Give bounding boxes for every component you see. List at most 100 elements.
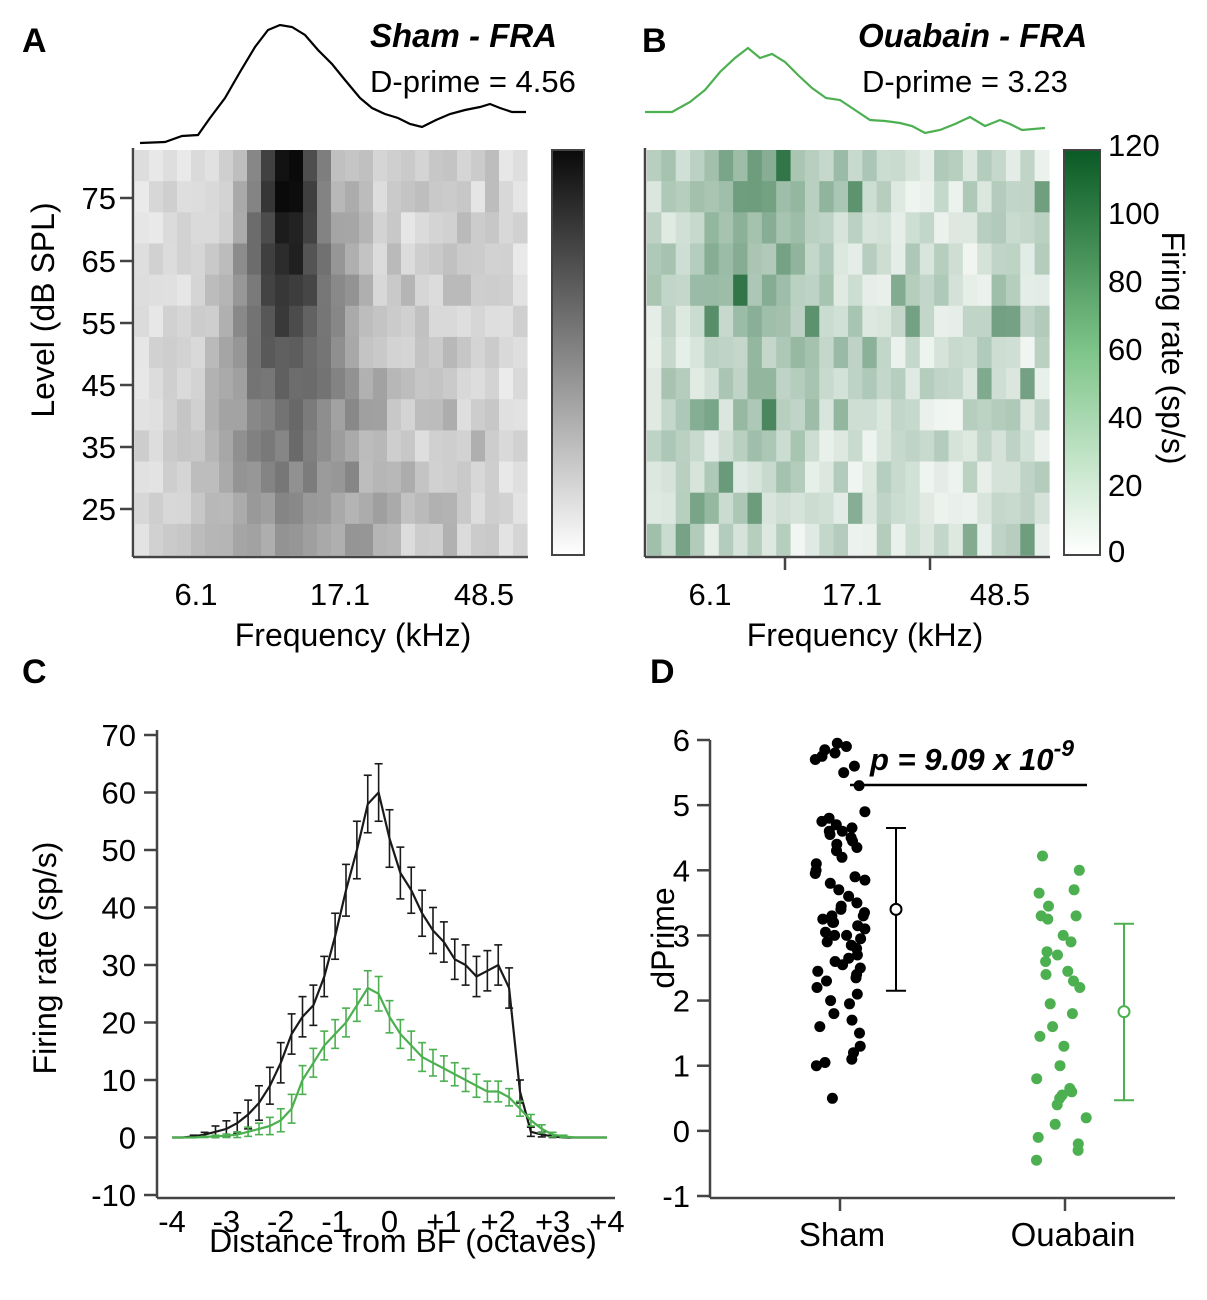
heatmap-cell <box>848 492 863 525</box>
heatmap-cell <box>891 274 907 307</box>
ouabain-tuning-curve <box>645 46 1046 135</box>
heatmap-cell <box>177 243 192 276</box>
data-point <box>831 737 843 749</box>
heatmap-cell <box>345 430 360 463</box>
heatmap-cell <box>205 430 220 463</box>
x-tick-label: -4 <box>158 1204 186 1239</box>
y-tick-label: 4 <box>673 853 690 888</box>
data-point <box>829 747 841 759</box>
heatmap-cell <box>443 243 458 276</box>
heatmap-cell <box>191 430 206 463</box>
heatmap-cell <box>135 461 150 494</box>
heatmap-cell <box>1034 181 1050 213</box>
heatmap-cell <box>819 181 835 213</box>
heatmap-cell <box>401 181 416 213</box>
data-point <box>817 913 829 925</box>
heatmap-cell <box>261 492 276 525</box>
heatmap-cell <box>331 212 346 245</box>
heatmap-cell <box>163 461 178 494</box>
heatmap-cell <box>747 150 763 182</box>
heatmap-cell <box>761 336 777 369</box>
heatmap-cell <box>704 150 720 182</box>
heatmap-cell <box>331 368 346 400</box>
heatmap-cell <box>718 274 734 307</box>
heatmap-cell <box>401 243 416 276</box>
heatmap-cell <box>331 305 346 338</box>
heatmap-cell <box>804 243 820 276</box>
heatmap-cell <box>948 150 964 182</box>
heatmap-cell <box>149 150 164 182</box>
heatmap-cell <box>429 461 444 494</box>
panel-label-b: B <box>642 22 667 60</box>
heatmap-cell <box>387 212 402 245</box>
heatmap-cell <box>761 274 777 307</box>
data-point <box>1033 887 1045 899</box>
x-tick-label: +2 <box>481 1204 516 1239</box>
heatmap-cell <box>219 150 234 182</box>
heatmap-cell <box>891 243 907 276</box>
heatmap-cell <box>934 492 950 525</box>
heatmap-cell <box>776 305 792 338</box>
data-point <box>859 874 871 886</box>
heatmap-cell <box>443 181 458 213</box>
heatmap-cell <box>401 461 416 494</box>
heatmap-cell <box>219 430 234 463</box>
heatmap-cell <box>905 150 921 182</box>
heatmap-cell <box>317 243 332 276</box>
heatmap-cell <box>761 399 777 431</box>
heatmap-cell <box>848 368 863 400</box>
data-point <box>826 1092 838 1104</box>
heatmap-cell <box>977 305 993 338</box>
data-point <box>1034 1030 1046 1042</box>
heatmap-cell <box>191 336 206 369</box>
heatmap-cell <box>704 274 720 307</box>
heatmap-cell <box>415 368 430 400</box>
heatmap-cell <box>804 150 820 182</box>
heatmap-cell <box>977 274 993 307</box>
heatmap-cell <box>415 461 430 494</box>
data-point <box>1051 1099 1063 1111</box>
heatmap-cell <box>331 399 346 431</box>
heatmap-cell <box>499 212 514 245</box>
heatmap-cell <box>962 430 978 463</box>
heatmap-cell <box>761 461 777 494</box>
heatmap-cell <box>718 212 734 245</box>
heatmap-cell <box>275 274 290 307</box>
heatmap-cell <box>833 150 849 182</box>
heatmap-cell <box>457 368 472 400</box>
heatmap-cell <box>149 181 164 213</box>
heatmap-cell <box>962 492 978 525</box>
heatmap-cell <box>747 368 763 400</box>
heatmap-cell <box>977 430 993 463</box>
heatmap-cell <box>833 430 849 463</box>
heatmap-cell <box>790 461 806 494</box>
heatmap-cell <box>261 274 276 307</box>
sham-tuning-curve <box>139 23 526 145</box>
heatmap-cell <box>704 430 720 463</box>
heatmap-cell <box>647 243 662 276</box>
heatmap-cell <box>317 492 332 525</box>
heatmap-cell <box>1020 368 1036 400</box>
heatmap-cell <box>790 430 806 463</box>
x-tick-label: 17.1 <box>310 577 370 612</box>
heatmap-cell <box>675 492 691 525</box>
heatmap-cell <box>415 430 430 463</box>
heatmap-cell <box>191 150 206 182</box>
heatmap-cell <box>962 181 978 213</box>
panel-b-x-minor-ticks <box>783 557 932 570</box>
heatmap-cell <box>819 243 835 276</box>
heatmap-cell <box>317 523 332 556</box>
heatmap-cell <box>647 523 662 556</box>
data-point <box>810 1060 822 1072</box>
heatmap-cell <box>345 274 360 307</box>
heatmap-cell <box>948 461 964 494</box>
heatmap-cell <box>1005 523 1021 556</box>
heatmap-cell <box>163 399 178 431</box>
heatmap-cell <box>163 305 178 338</box>
colorbar-tick-label: 100 <box>1108 196 1160 231</box>
heatmap-cell <box>247 274 262 307</box>
heatmap-cell <box>205 305 220 338</box>
heatmap-cell <box>804 523 820 556</box>
data-point <box>825 995 837 1007</box>
data-point <box>1074 982 1086 993</box>
